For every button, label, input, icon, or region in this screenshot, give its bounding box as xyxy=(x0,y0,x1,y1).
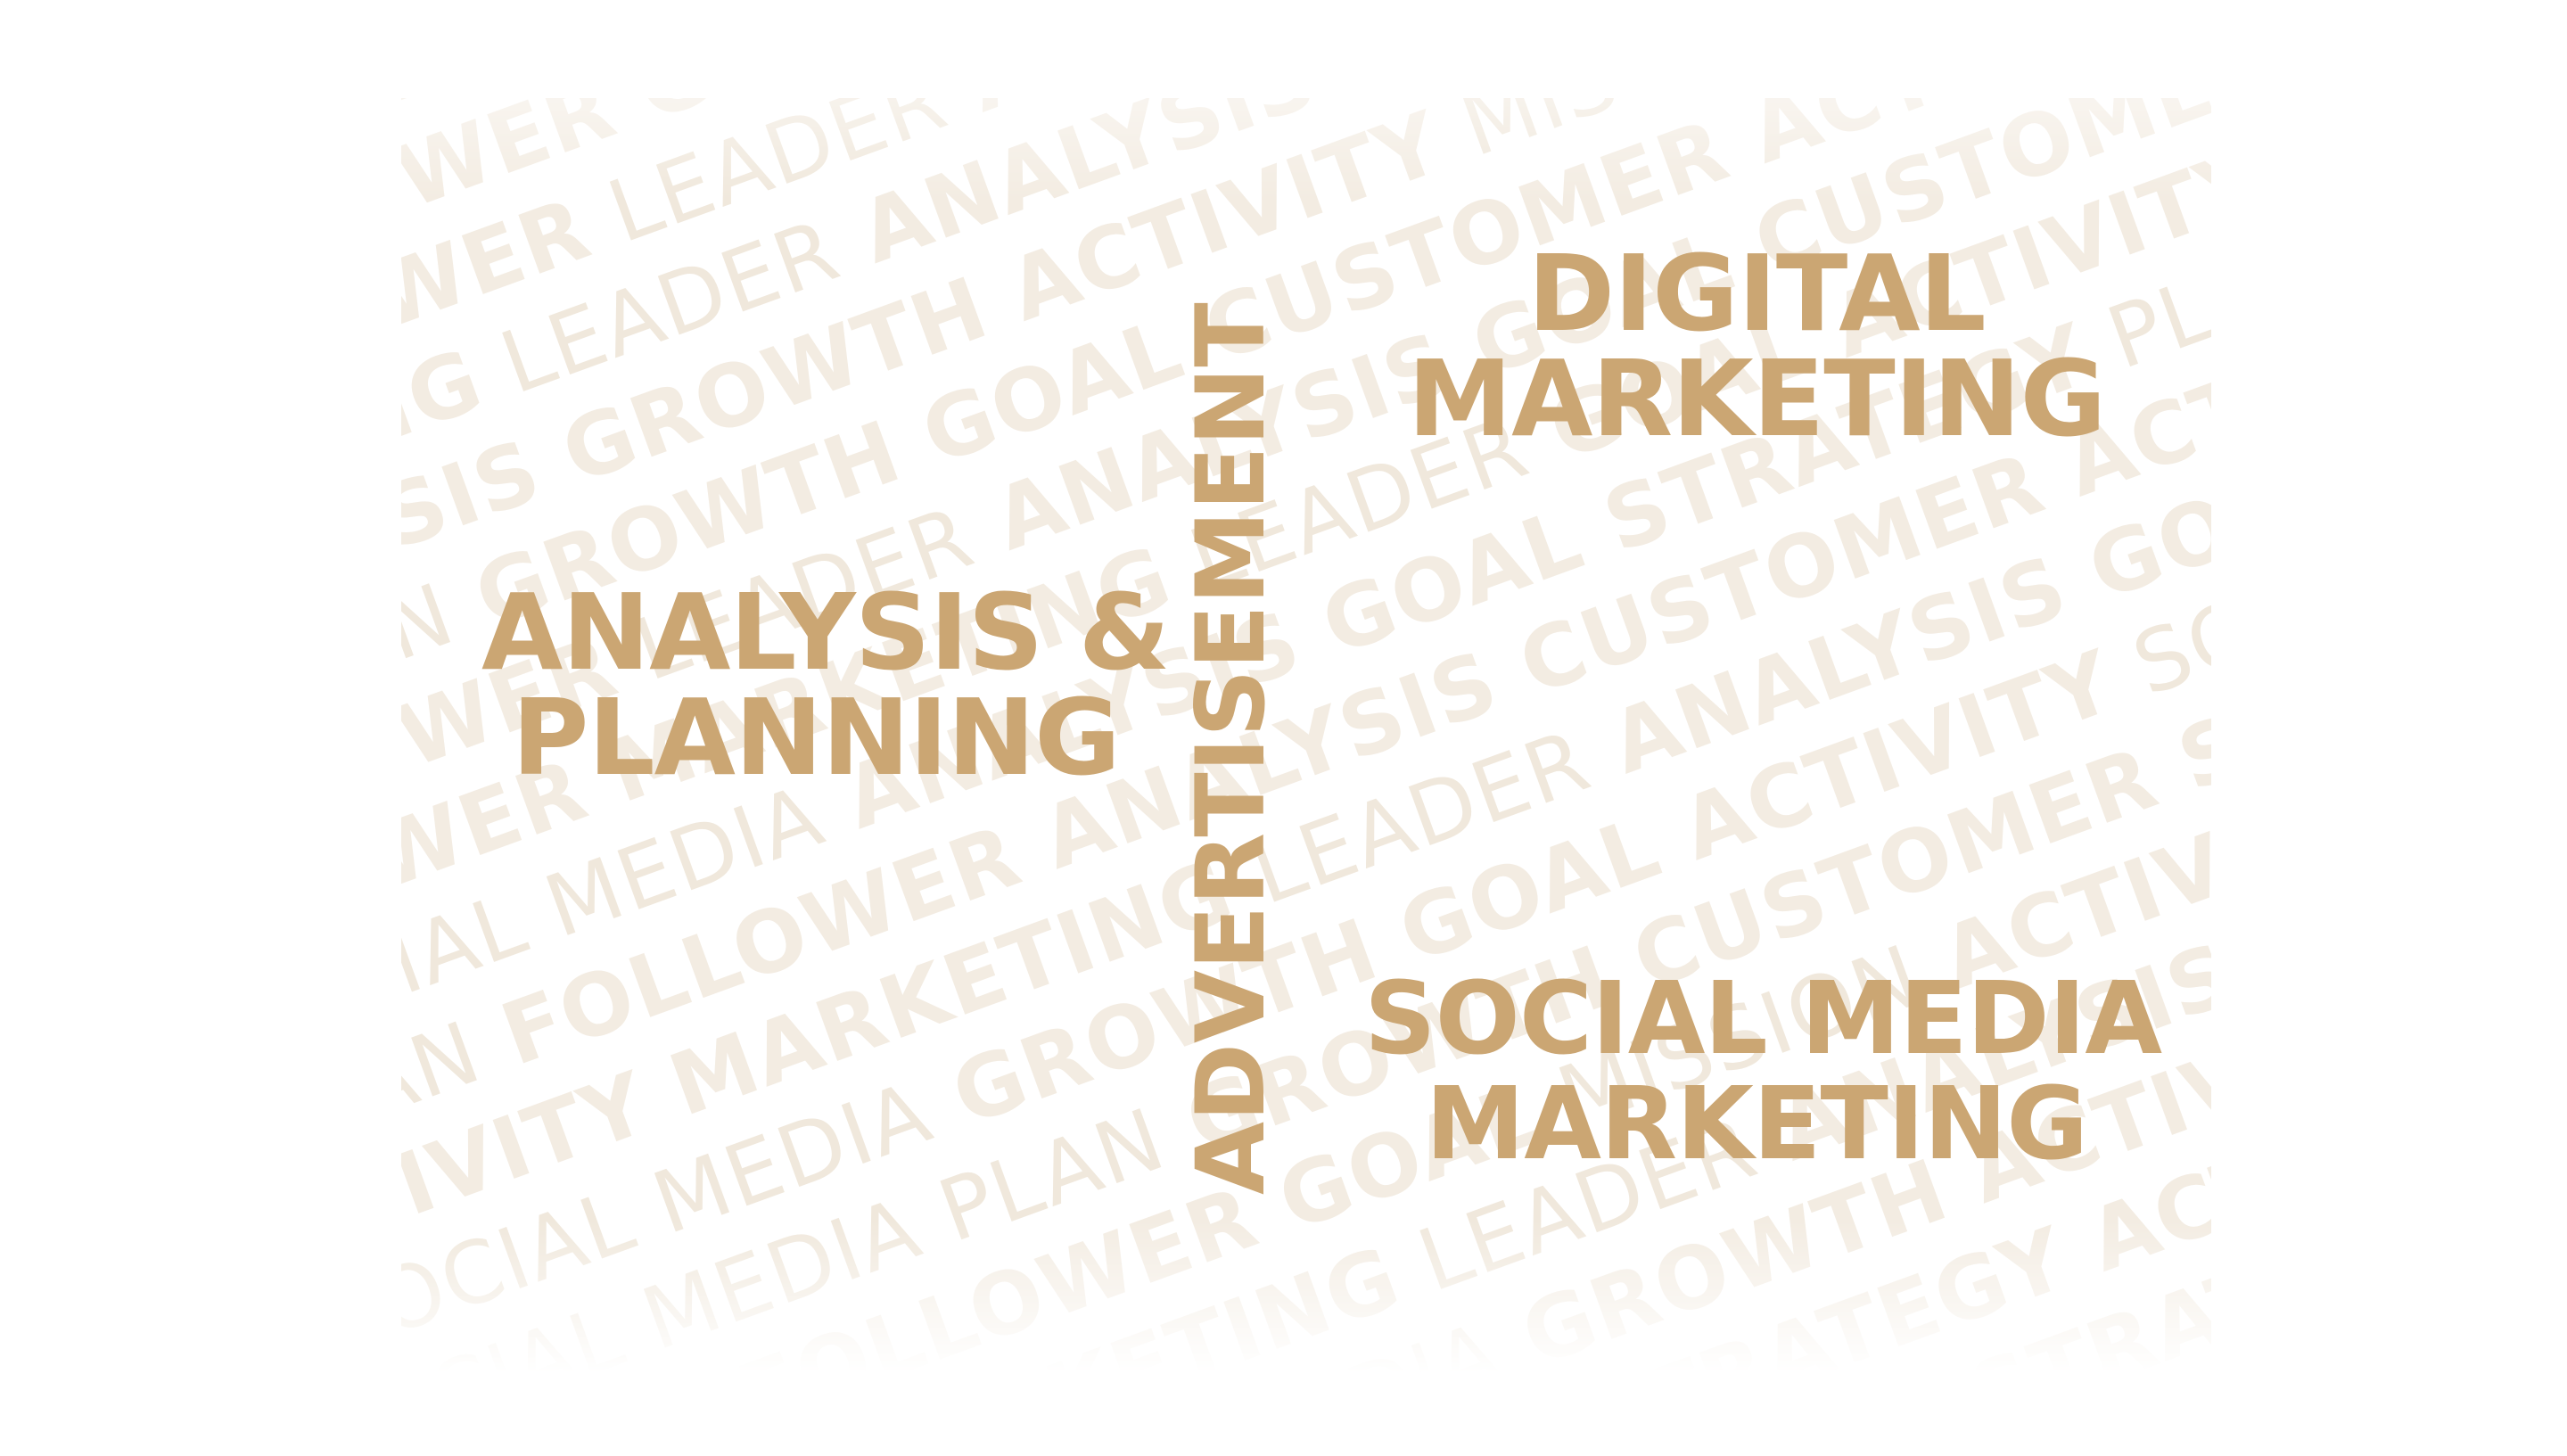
heading-analysis-line-1: ANALYSIS & xyxy=(481,571,1171,694)
background-word-cloud: SOCIAL MEDIA GROWTH GOAL ACTIVITY STRATE… xyxy=(401,98,2211,1373)
heading-advertisement-vertical: ADVERTISEMENT xyxy=(1176,302,1286,1195)
heading-digital-marketing: DIGITAL MARKETING xyxy=(1391,241,2122,451)
heading-social-line-2: MARKETING xyxy=(1425,1065,2088,1182)
heading-social-media-marketing: SOCIAL MEDIA MARKETING xyxy=(1364,961,2162,1182)
word-cloud-svg: SOCIAL MEDIA GROWTH GOAL ACTIVITY STRATE… xyxy=(401,98,2211,1373)
heading-social-line-1: SOCIAL MEDIA xyxy=(1364,961,2162,1077)
heading-analysis-line-2: PLANNING xyxy=(511,676,1121,799)
heading-analysis-planning: ANALYSIS & PLANNING xyxy=(481,571,1171,799)
heading-digital-line-2: MARKETING xyxy=(1407,337,2107,460)
heading-digital-line-1: DIGITAL xyxy=(1527,232,1986,355)
